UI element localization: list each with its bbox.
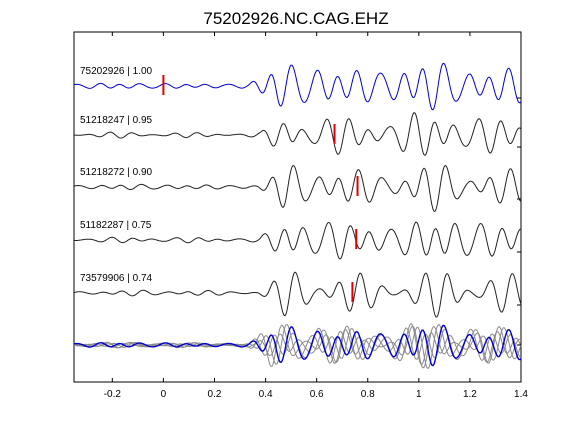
stack-trace-line <box>73 324 522 369</box>
x-tick-label: 0.4 <box>259 389 273 400</box>
pick-marker-group <box>162 75 359 302</box>
x-tick-label: 1.4 <box>514 389 528 400</box>
x-tick-label: 1.2 <box>463 389 477 400</box>
x-tick-label: 0.6 <box>310 389 324 400</box>
trace-group <box>73 62 522 370</box>
trace-line <box>73 165 522 212</box>
x-tick-label: 1 <box>416 389 422 400</box>
trace-label: 51182287 | 0.75 <box>80 220 152 231</box>
axes-frame <box>73 31 522 383</box>
x-tick-label: 0.8 <box>361 389 375 400</box>
x-tick-label: 0 <box>161 389 167 400</box>
trace-line <box>73 221 521 260</box>
trace-line <box>73 62 522 111</box>
trace-label: 73579906 | 0.74 <box>80 273 153 284</box>
stack-reference-line <box>73 324 522 367</box>
trace-label: 75202926 | 1.00 <box>80 66 153 77</box>
trace-line <box>73 271 522 318</box>
chart-title: 75202926.NC.CAG.EHZ <box>203 9 388 28</box>
trace-label: 51218247 | 0.95 <box>80 115 153 126</box>
trace-label-group: 75202926 | 1.00 51218247 | 0.95 51218272 |… <box>80 66 153 284</box>
trace-label: 51218272 | 0.90 <box>80 167 153 178</box>
trace-line <box>73 111 522 157</box>
x-tick-label: 0.2 <box>208 389 222 400</box>
y-tick-group <box>517 97 521 346</box>
x-tick-label: -0.2 <box>104 389 122 400</box>
x-axis: -0.2 0 0.2 0.4 0.6 0.8 1 1.2 1.4 <box>104 32 528 400</box>
